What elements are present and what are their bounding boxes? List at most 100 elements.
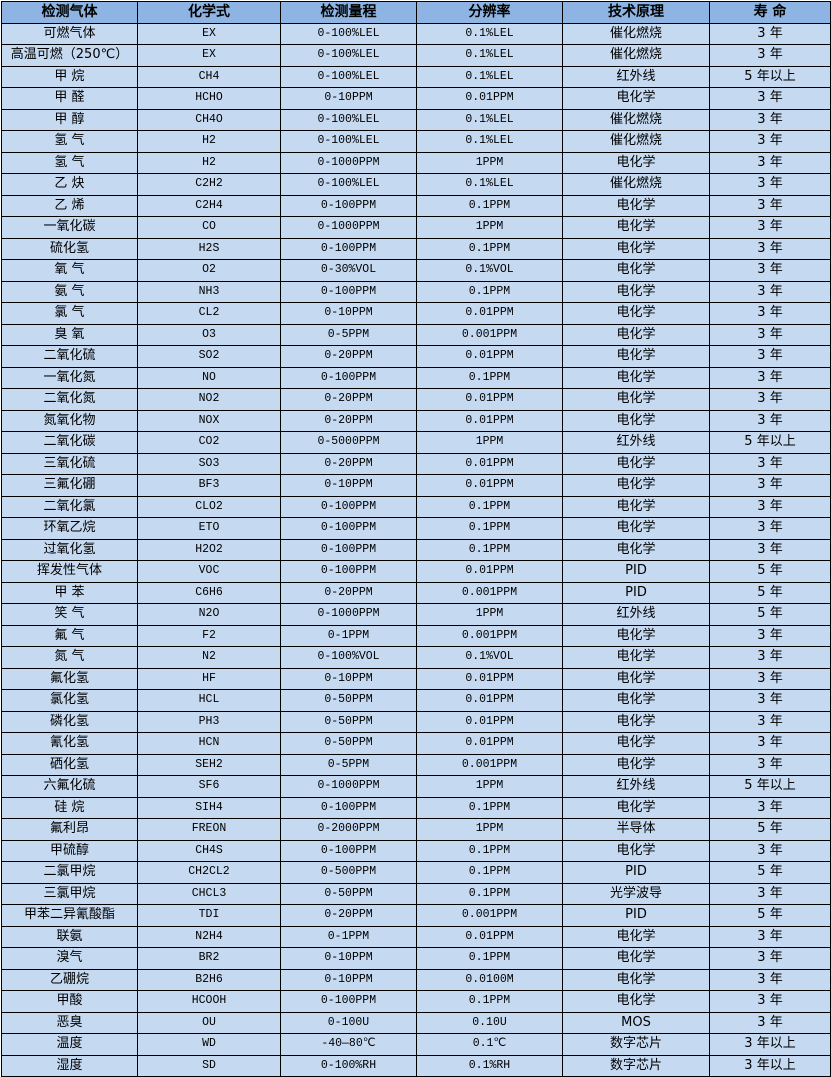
cell-lifespan: 3 年 [709,130,831,153]
table-row: 可燃气体 EX 0-100%LEL 0.1%LEL 催化燃烧 3 年 [1,22,831,45]
cell-lifespan: 3 年 [709,44,831,67]
cell-range: 0-20PPM [280,904,417,927]
cell-resolution: 0.01PPM [416,87,563,110]
cell-range: 0-2000PPM [280,818,417,841]
cell-principle: 电化学 [562,968,710,991]
cell-gas: 乙 烯 [1,194,138,217]
cell-resolution: 0.1PPM [416,839,563,862]
cell-resolution: 0.1%LEL [416,173,563,196]
cell-principle: 催化燃烧 [562,173,710,196]
table-row: 溴气 BR2 0-10PPM 0.1PPM 电化学 3 年 [1,947,831,970]
cell-principle: PID [562,861,710,884]
table-row: 甲 苯 C6H6 0-20PPM 0.001PPM PID 5 年 [1,581,831,604]
table-row: 联氨 N2H4 0-1PPM 0.01PPM 电化学 3 年 [1,925,831,948]
cell-resolution: 1PPM [416,818,563,841]
cell-resolution: 0.1PPM [416,280,563,303]
cell-gas: 甲 苯 [1,581,138,604]
cell-formula: SO2 [137,345,281,368]
cell-formula: F2 [137,624,281,647]
cell-formula: SEH2 [137,753,281,776]
cell-lifespan: 3 年 [709,280,831,303]
cell-range: 0-50PPM [280,732,417,755]
cell-range: 0-20PPM [280,345,417,368]
cell-principle: 催化燃烧 [562,130,710,153]
cell-formula: CO2 [137,431,281,454]
cell-gas: 联氨 [1,925,138,948]
cell-gas: 氟利昂 [1,818,138,841]
cell-range: 0-1PPM [280,925,417,948]
table-row: 甲 烷 CH4 0-100%LEL 0.1%LEL 红外线 5 年以上 [1,65,831,88]
cell-formula: HCOOH [137,990,281,1013]
cell-formula: SD [137,1054,281,1077]
cell-range: 0-100PPM [280,280,417,303]
cell-principle: 催化燃烧 [562,108,710,131]
cell-range: 0-10PPM [280,667,417,690]
cell-principle: 电化学 [562,646,710,669]
cell-resolution: 0.1%VOL [416,259,563,282]
cell-lifespan: 3 年 [709,237,831,260]
table-row: 一氧化碳 CO 0-1000PPM 1PPM 电化学 3 年 [1,216,831,239]
cell-lifespan: 3 年 [709,22,831,45]
cell-formula: H2 [137,151,281,174]
cell-formula: O2 [137,259,281,282]
cell-resolution: 0.1PPM [416,366,563,389]
cell-principle: 电化学 [562,216,710,239]
cell-gas: 三氟化硼 [1,474,138,497]
cell-gas: 三氧化硫 [1,452,138,475]
cell-lifespan: 3 年 [709,173,831,196]
cell-range: 0-100PPM [280,796,417,819]
cell-range: 0-100PPM [280,366,417,389]
cell-gas: 乙 炔 [1,173,138,196]
cell-lifespan: 3 年 [709,968,831,991]
cell-range: 0-100PPM [280,839,417,862]
cell-gas: 一氧化碳 [1,216,138,239]
cell-resolution: 0.1PPM [416,990,563,1013]
header-formula: 化学式 [137,1,281,24]
cell-principle: 电化学 [562,345,710,368]
cell-formula: C6H6 [137,581,281,604]
cell-formula: EX [137,22,281,45]
cell-lifespan: 3 年 [709,108,831,131]
cell-principle: 电化学 [562,366,710,389]
table-row: 笑 气 N2O 0-1000PPM 1PPM 红外线 5 年 [1,603,831,626]
cell-principle: 电化学 [562,839,710,862]
cell-lifespan: 3 年 [709,538,831,561]
cell-range: 0-100%LEL [280,173,417,196]
cell-gas: 可燃气体 [1,22,138,45]
table-row: 三氧化硫 SO3 0-20PPM 0.01PPM 电化学 3 年 [1,452,831,475]
table-row: 环氧乙烷 ETO 0-100PPM 0.1PPM 电化学 3 年 [1,517,831,540]
cell-gas: 二氯甲烷 [1,861,138,884]
cell-gas: 氮氧化物 [1,409,138,432]
cell-formula: CH4S [137,839,281,862]
cell-resolution: 0.1PPM [416,882,563,905]
cell-range: 0-20PPM [280,409,417,432]
cell-resolution: 0.01PPM [416,409,563,432]
cell-lifespan: 5 年 [709,818,831,841]
cell-formula: CL2 [137,302,281,325]
cell-range: 0-20PPM [280,452,417,475]
cell-resolution: 0.1%RH [416,1054,563,1077]
cell-gas: 甲硫醇 [1,839,138,862]
cell-gas: 氢 气 [1,130,138,153]
cell-gas: 氮 气 [1,646,138,669]
cell-formula: FREON [137,818,281,841]
cell-principle: 电化学 [562,990,710,1013]
table-row: 硅 烷 SIH4 0-100PPM 0.1PPM 电化学 3 年 [1,796,831,819]
cell-resolution: 0.01PPM [416,302,563,325]
cell-range: 0-10PPM [280,947,417,970]
cell-gas: 甲酸 [1,990,138,1013]
cell-resolution: 0.1PPM [416,237,563,260]
cell-formula: CLO2 [137,495,281,518]
cell-resolution: 0.01PPM [416,452,563,475]
cell-resolution: 0.001PPM [416,753,563,776]
table-row: 二氧化氮 NO2 0-20PPM 0.01PPM 电化学 3 年 [1,388,831,411]
cell-formula: SIH4 [137,796,281,819]
cell-formula: EX [137,44,281,67]
cell-lifespan: 3 年 [709,732,831,755]
cell-formula: N2H4 [137,925,281,948]
cell-lifespan: 3 年以上 [709,1033,831,1056]
table-row: 氮 气 N2 0-100%VOL 0.1%VOL 电化学 3 年 [1,646,831,669]
cell-resolution: 0.1%LEL [416,44,563,67]
cell-range: 0-5PPM [280,753,417,776]
cell-range: 0-20PPM [280,581,417,604]
